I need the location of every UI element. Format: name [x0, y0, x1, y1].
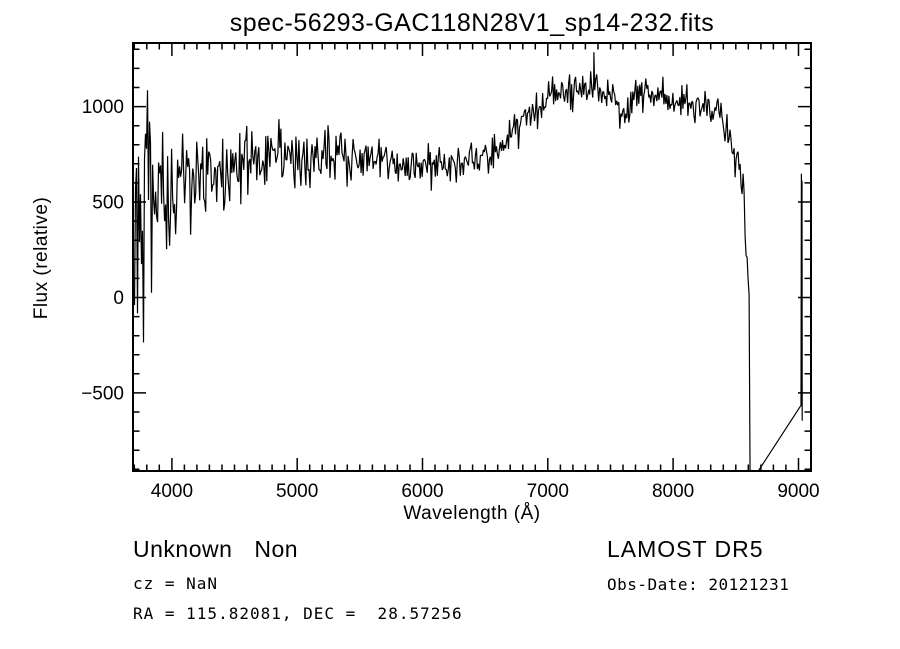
- obs-date-label: Obs-Date: 20121231: [607, 575, 790, 594]
- x-tick-label: 7000: [527, 481, 569, 502]
- y-axis-label: Flux (relative): [31, 196, 52, 320]
- survey-label: LAMOST DR5: [607, 536, 764, 562]
- x-tick-label: 5000: [276, 481, 318, 502]
- plot-title: spec-56293-GAC118N28V1_sp14-232.fits: [229, 9, 715, 37]
- classification-line: Unknown Non: [133, 536, 298, 563]
- x-tick-label: 8000: [652, 481, 694, 502]
- cz-label: cz = NaN: [133, 574, 219, 593]
- x-tick-label: 6000: [401, 481, 443, 502]
- subclass-label: Non: [254, 536, 299, 562]
- y-tick-label: 0: [113, 288, 124, 309]
- y-tick-label: 1000: [82, 97, 124, 118]
- class-label: Unknown: [133, 536, 233, 562]
- radec-label: RA = 115.82081, DEC = 28.57256: [133, 604, 463, 623]
- spectrum-trace: [133, 52, 803, 471]
- plot-frame: [132, 42, 812, 472]
- y-tick-label: −500: [81, 383, 124, 404]
- x-tick-label: 9000: [777, 481, 819, 502]
- x-tick-label: 4000: [151, 481, 193, 502]
- y-tick-label: 500: [92, 193, 124, 214]
- x-axis-label: Wavelength (Å): [403, 503, 541, 524]
